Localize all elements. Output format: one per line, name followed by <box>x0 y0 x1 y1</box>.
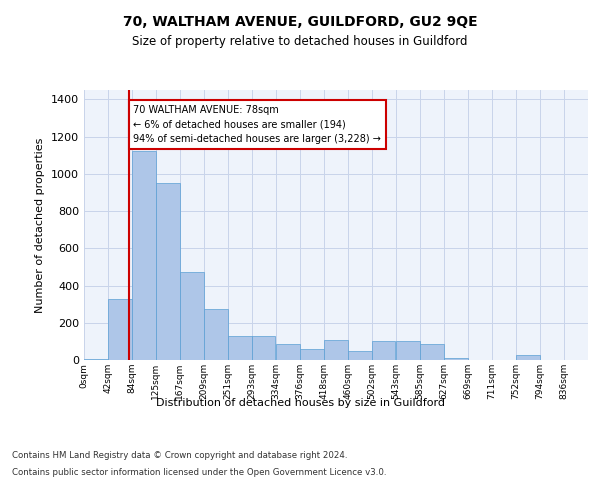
Text: Contains public sector information licensed under the Open Government Licence v3: Contains public sector information licen… <box>12 468 386 477</box>
Text: Distribution of detached houses by size in Guildford: Distribution of detached houses by size … <box>155 398 445 407</box>
Bar <box>396 342 419 360</box>
Bar <box>324 340 348 360</box>
Text: 70, WALTHAM AVENUE, GUILDFORD, GU2 9QE: 70, WALTHAM AVENUE, GUILDFORD, GU2 9QE <box>122 16 478 30</box>
Text: Size of property relative to detached houses in Guildford: Size of property relative to detached ho… <box>132 34 468 48</box>
Text: Contains HM Land Registry data © Crown copyright and database right 2024.: Contains HM Land Registry data © Crown c… <box>12 450 347 460</box>
Y-axis label: Number of detached properties: Number of detached properties <box>35 138 46 312</box>
Bar <box>180 272 204 360</box>
Bar <box>420 344 443 360</box>
Bar <box>276 344 299 360</box>
Bar <box>253 336 275 360</box>
Bar <box>348 350 372 360</box>
Text: 70 WALTHAM AVENUE: 78sqm
← 6% of detached houses are smaller (194)
94% of semi-d: 70 WALTHAM AVENUE: 78sqm ← 6% of detache… <box>133 105 381 144</box>
Bar <box>229 336 252 360</box>
Bar <box>373 342 395 360</box>
Bar <box>516 356 539 360</box>
Bar <box>204 309 228 360</box>
Bar <box>300 349 324 360</box>
Bar <box>84 359 108 360</box>
Bar <box>133 152 155 360</box>
Bar <box>444 358 468 360</box>
Bar <box>109 300 132 360</box>
Bar <box>156 183 179 360</box>
